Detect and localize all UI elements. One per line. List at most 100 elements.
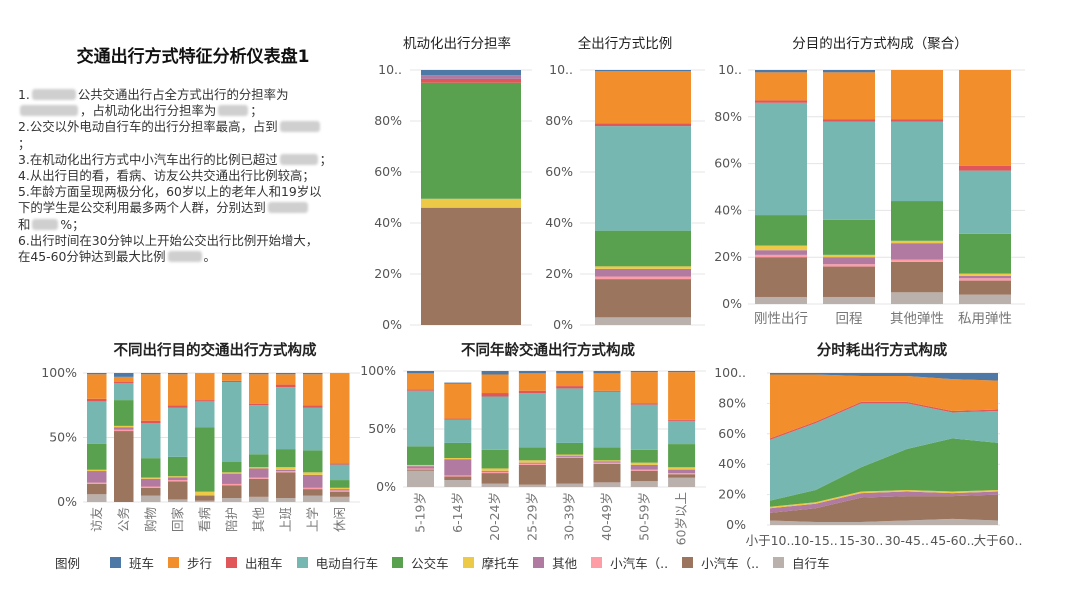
bar-segment <box>407 389 434 391</box>
bar-segment <box>595 70 691 72</box>
summary-text-part: ； <box>250 103 263 119</box>
bar-segment <box>407 466 434 469</box>
y-tick-label: 0% <box>57 494 77 509</box>
chart-svg: 10.. 80% 60% 40% 20% 0% 刚性出行 回程 其他弹性 私用弹性 <box>714 62 1025 327</box>
bar-segment <box>959 278 1011 281</box>
chart-svg: 10.. 80% 60% 40% 20% 0% <box>545 62 705 332</box>
legend-label: 班车 <box>129 555 155 571</box>
bar-segment <box>303 374 323 406</box>
bar-segment <box>87 483 107 495</box>
bar-segment <box>276 384 296 388</box>
bar-segment <box>593 482 621 487</box>
summary-line: ，占机动化出行分担率为 ； <box>18 103 368 119</box>
chart-motorized-share: 机动化出行分担率 10.. 80% 60% 40% 20% 0% <box>360 28 540 333</box>
bar-segment <box>141 374 161 421</box>
bar-segment <box>407 469 434 471</box>
bar-segment <box>330 490 350 492</box>
legend-item: 小汽车（.. <box>682 553 759 572</box>
bar-segment <box>630 372 658 404</box>
bar-segment <box>141 373 161 375</box>
bar-segment <box>421 70 521 76</box>
bar-segment <box>330 496 350 502</box>
bar-segment <box>891 119 943 122</box>
legend-swatch <box>110 556 122 568</box>
bar-segment <box>87 469 107 472</box>
bar-segment <box>518 460 546 463</box>
x-tick-label: 10-15.. <box>793 533 837 548</box>
y-tick-label: 50% <box>49 430 77 445</box>
bar-segment <box>755 257 807 297</box>
summary-line: 3.在机动化出行方式中小汽车出行的比例已超过 ； <box>18 152 368 168</box>
legend-label: 电动自行车 <box>315 555 379 571</box>
bar-segment <box>222 498 242 502</box>
area-series <box>770 374 998 439</box>
x-tick-label: 回家 <box>170 507 185 533</box>
bar-segment <box>141 458 161 478</box>
legend-label: 步行 <box>187 555 213 571</box>
bar-segment <box>959 275 1011 279</box>
legend-swatch <box>296 556 308 568</box>
bar-segment <box>891 201 943 241</box>
bar-segment <box>755 72 807 101</box>
legend-item: 公交车 <box>392 553 449 572</box>
bar-segment <box>195 500 215 502</box>
dashboard-title: 交通出行方式特征分析仪表盘1 <box>76 47 310 67</box>
bar-segment <box>303 474 323 488</box>
bar-segment <box>556 386 584 389</box>
bar-segment <box>444 458 472 460</box>
bar-segment <box>303 472 323 475</box>
legend-item: 出租车 <box>226 553 283 572</box>
legend-swatch <box>682 556 694 568</box>
bar-segment <box>141 477 161 479</box>
chart-svg: 100% 50% 0% 5-19岁 6-14岁 20-24岁 25-29岁 30-39岁 40-… <box>360 363 706 545</box>
bar-segment <box>141 486 161 488</box>
redacted-value <box>279 153 318 165</box>
chart-by-age: 不同年龄交通出行方式构成 100% 50% 0% 5-19岁 6-14岁 20-24岁 25… <box>358 335 710 545</box>
x-tick-label: 6-14岁 <box>450 492 465 533</box>
summary-line: 在45-60分钟达到最大比例 。 <box>18 249 368 265</box>
bar-segment <box>556 455 584 457</box>
bar-segment <box>481 471 509 474</box>
bar-segment <box>668 419 696 421</box>
summary-text-part: 4.从出行目的看，看病、访友公共交通出行比例较高； <box>18 168 315 184</box>
bar-segment <box>222 473 242 484</box>
bar-segment <box>407 470 434 487</box>
bar-segment <box>249 478 269 497</box>
y-tick-label: 0% <box>376 479 396 494</box>
bar-segment <box>630 462 658 465</box>
bar-segment <box>114 425 134 428</box>
bar-segment <box>755 245 807 251</box>
bar-segment <box>823 266 875 297</box>
bar-segment <box>195 400 215 402</box>
chart-title: 不同出行目的交通出行方式构成 <box>113 343 317 359</box>
bar-segment <box>481 371 509 375</box>
x-tick-label: 其他弹性 <box>890 311 944 327</box>
bar-segment <box>959 165 1011 171</box>
bar-segment <box>481 473 509 484</box>
bar-segment <box>444 475 472 477</box>
bar-segment <box>168 477 188 481</box>
bar-segment <box>518 464 546 485</box>
bar-segment <box>630 449 658 463</box>
summary-text-part: 在45-60分钟达到最大比例 <box>18 249 166 265</box>
legend-item: 自行车 <box>773 553 830 572</box>
bar-segment <box>114 373 134 377</box>
bar-segment <box>668 444 696 468</box>
bar-segment <box>518 373 546 391</box>
y-tick-label: 0% <box>382 317 402 332</box>
summary-text-part: 3.在机动化出行方式中小汽车出行的比例已超过 <box>18 151 278 167</box>
x-tick-label: 30-45.. <box>885 533 929 548</box>
bar-segment <box>668 467 696 470</box>
bar-segment <box>87 494 107 502</box>
bar-segment <box>593 460 621 462</box>
bar-segment <box>114 382 134 384</box>
bar-segment <box>168 405 188 408</box>
summary-text-part: ； <box>18 135 31 151</box>
bar-segment <box>595 317 691 325</box>
bar-segment <box>595 279 691 318</box>
y-tick-label: 60% <box>714 156 742 171</box>
summary-text-part: 。 <box>203 249 216 265</box>
summary-text-part: ，占机动化出行分担率为 <box>80 103 217 119</box>
bar-segment <box>141 487 161 496</box>
bar-segment <box>518 447 546 461</box>
